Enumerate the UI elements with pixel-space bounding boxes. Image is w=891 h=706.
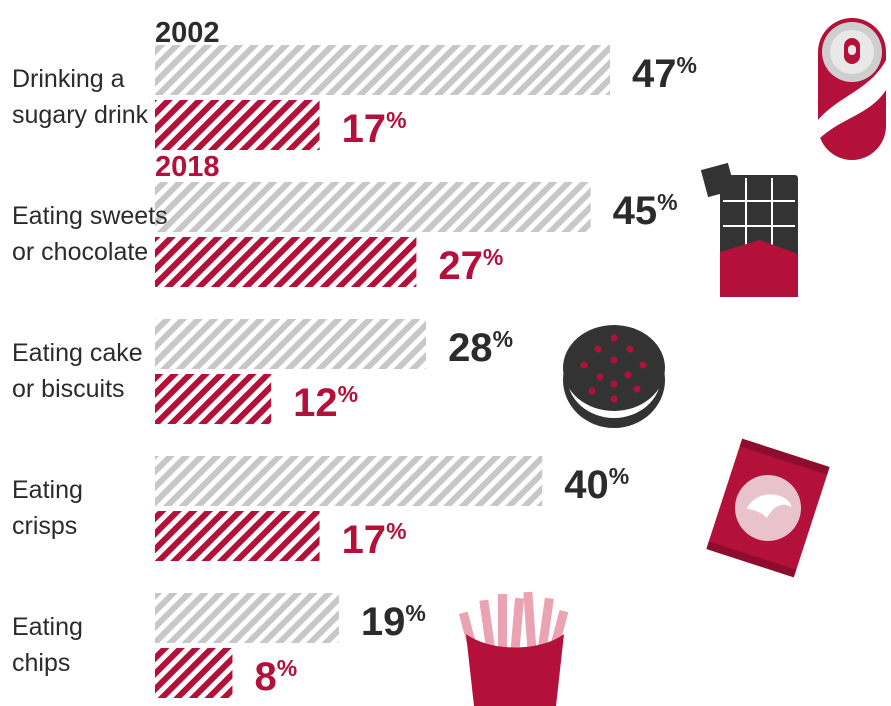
category-label-line: Eating cake — [12, 339, 143, 367]
legend-year-2018: 2018 — [155, 151, 220, 183]
category-label-line: Eating — [12, 476, 83, 504]
category-label: Eating sweets or chocolate — [12, 202, 168, 266]
value-label-2002: 40% — [564, 463, 629, 507]
percent-sign: % — [405, 600, 425, 626]
bar-2002 — [155, 45, 610, 95]
value-label-2018: 27% — [438, 244, 503, 288]
fries-icon — [458, 591, 569, 706]
category-label-line: Eating sweets — [12, 202, 168, 230]
bar-2002 — [155, 319, 427, 369]
category-label: Eating cake or biscuits — [12, 339, 143, 403]
category-label-line: or biscuits — [12, 375, 125, 403]
value-label-2002: 45% — [613, 189, 678, 233]
soda-can-icon — [818, 18, 886, 160]
bar-2018 — [155, 237, 417, 287]
category-label: Drinking a sugary drink — [12, 65, 149, 129]
percent-sign: % — [386, 518, 406, 544]
category-label-line: sugary drink — [12, 101, 149, 129]
percent-sign: % — [677, 52, 697, 78]
percent-sign: % — [609, 463, 629, 489]
bar-2018 — [155, 100, 320, 150]
category-label-line: Eating — [12, 613, 83, 641]
bar-2018 — [155, 374, 272, 424]
value-label-2018: 17% — [342, 518, 407, 562]
percent-sign: % — [493, 326, 513, 352]
percent-sign: % — [338, 381, 358, 407]
category-label: Eating chips — [12, 613, 83, 677]
chocolate-bar-icon — [700, 162, 798, 297]
value-label-2018: 12% — [293, 381, 358, 425]
percent-sign: % — [483, 244, 503, 270]
legend-year-2002: 2002 — [155, 17, 220, 49]
category-label-line: crisps — [12, 512, 77, 540]
category-label: Eating crisps — [12, 476, 83, 540]
percent-sign: % — [277, 655, 297, 681]
value-label-2018: 8% — [254, 655, 297, 699]
bar-2002 — [155, 456, 543, 506]
value-label-2002: 47% — [632, 52, 697, 96]
bar-2002 — [155, 182, 591, 232]
crisps-bag-icon — [706, 438, 830, 578]
category-label-line: chips — [12, 649, 70, 677]
bar-2018 — [155, 511, 320, 561]
percent-sign: % — [386, 107, 406, 133]
category-label-line: Drinking a — [12, 65, 125, 93]
cookie-icon — [563, 325, 665, 428]
percent-sign: % — [657, 189, 677, 215]
value-label-2018: 17% — [342, 107, 407, 151]
value-label-2002: 28% — [448, 326, 513, 370]
bar-2018 — [155, 648, 233, 698]
category-label-line: or chocolate — [12, 238, 148, 266]
value-label-2002: 19% — [361, 600, 426, 644]
bar-2002 — [155, 593, 339, 643]
